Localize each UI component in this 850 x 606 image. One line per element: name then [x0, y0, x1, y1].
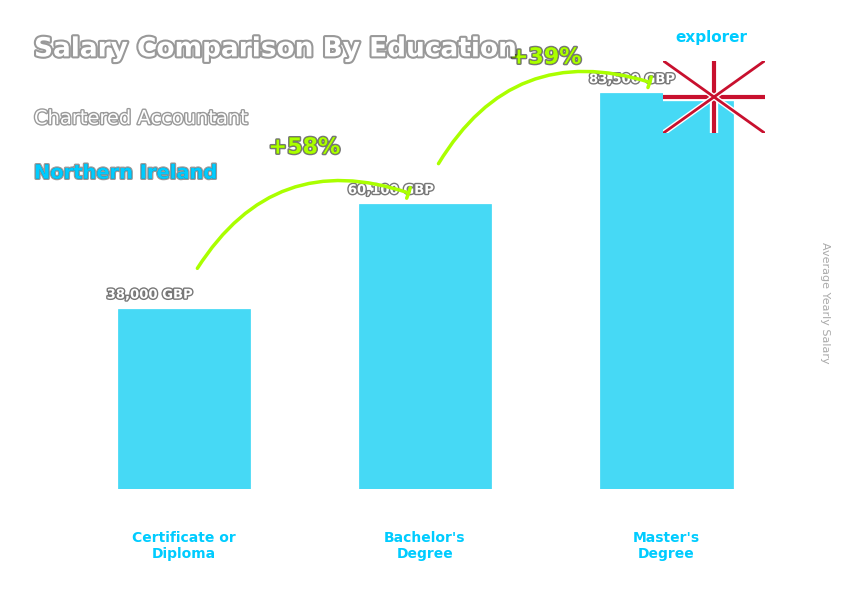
Text: salary: salary: [612, 30, 665, 45]
Bar: [117, 308, 250, 488]
Text: +58%: +58%: [269, 138, 340, 158]
Text: Master's
Degree: Master's Degree: [632, 531, 700, 561]
Text: explorer: explorer: [676, 30, 748, 45]
Text: Certificate or
Diploma: Certificate or Diploma: [132, 531, 235, 561]
Text: Salary Comparison By Education: Salary Comparison By Education: [34, 36, 517, 62]
Text: Bachelor's
Degree: Bachelor's Degree: [384, 531, 466, 561]
Text: .com: .com: [761, 30, 802, 45]
Text: 38,000 GBP: 38,000 GBP: [106, 288, 194, 301]
Bar: [600, 93, 733, 488]
Text: Average Yearly Salary: Average Yearly Salary: [819, 242, 830, 364]
Text: +39%: +39%: [510, 48, 581, 68]
Text: Northern Ireland: Northern Ireland: [34, 164, 218, 182]
Bar: [359, 204, 491, 488]
Text: 83,500 GBP: 83,500 GBP: [589, 73, 676, 86]
Text: 60,100 GBP: 60,100 GBP: [348, 184, 434, 197]
Text: Chartered Accountant: Chartered Accountant: [34, 109, 248, 128]
